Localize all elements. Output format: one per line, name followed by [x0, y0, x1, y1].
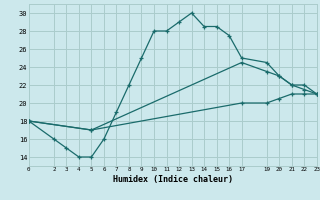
- X-axis label: Humidex (Indice chaleur): Humidex (Indice chaleur): [113, 175, 233, 184]
